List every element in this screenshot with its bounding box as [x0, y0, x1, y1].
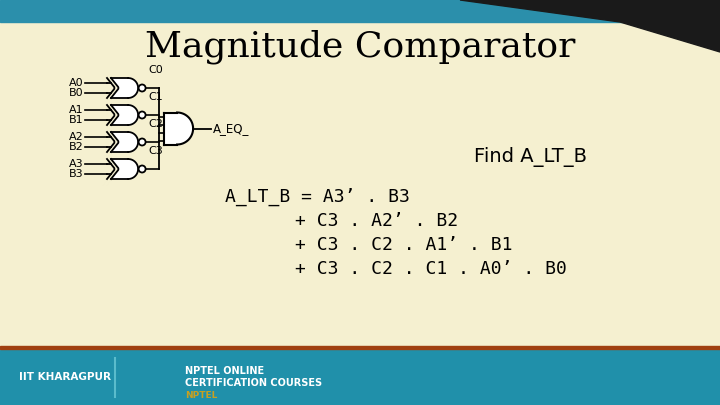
- Text: IIT KHARAGPUR: IIT KHARAGPUR: [19, 373, 111, 382]
- Text: A3: A3: [69, 159, 84, 168]
- Polygon shape: [460, 0, 720, 52]
- Text: NPTEL ONLINE: NPTEL ONLINE: [185, 367, 264, 377]
- Text: B1: B1: [69, 115, 84, 126]
- Text: B3: B3: [69, 169, 84, 179]
- Text: + C3 . A2’ . B2: + C3 . A2’ . B2: [295, 212, 458, 230]
- Circle shape: [138, 111, 145, 119]
- Polygon shape: [111, 78, 138, 98]
- Text: A_EQ_: A_EQ_: [213, 122, 249, 135]
- Polygon shape: [111, 105, 138, 125]
- Polygon shape: [0, 350, 720, 405]
- Text: NPTEL: NPTEL: [185, 391, 217, 400]
- Text: A_LT_B = A3’ . B3: A_LT_B = A3’ . B3: [225, 188, 410, 206]
- Text: C0: C0: [148, 65, 163, 75]
- Polygon shape: [111, 132, 138, 152]
- Circle shape: [138, 139, 145, 145]
- Text: + C3 . C2 . C1 . A0’ . B0: + C3 . C2 . C1 . A0’ . B0: [295, 260, 567, 278]
- Polygon shape: [163, 113, 193, 145]
- Text: A0: A0: [69, 78, 84, 87]
- Text: CERTIFICATION COURSES: CERTIFICATION COURSES: [185, 379, 322, 388]
- Polygon shape: [111, 159, 138, 179]
- Text: + C3 . C2 . A1’ . B1: + C3 . C2 . A1’ . B1: [295, 236, 513, 254]
- Text: A1: A1: [69, 104, 84, 115]
- Circle shape: [138, 85, 145, 92]
- Polygon shape: [0, 0, 720, 22]
- Text: C3: C3: [148, 146, 163, 156]
- Text: A2: A2: [69, 132, 84, 142]
- Text: B0: B0: [69, 88, 84, 98]
- Text: Find A_LT_B: Find A_LT_B: [474, 147, 587, 167]
- Text: C1: C1: [148, 92, 163, 102]
- Circle shape: [138, 166, 145, 173]
- Text: B2: B2: [69, 143, 84, 152]
- Text: Magnitude Comparator: Magnitude Comparator: [145, 30, 575, 64]
- Text: C2: C2: [148, 119, 163, 129]
- Polygon shape: [0, 346, 720, 349]
